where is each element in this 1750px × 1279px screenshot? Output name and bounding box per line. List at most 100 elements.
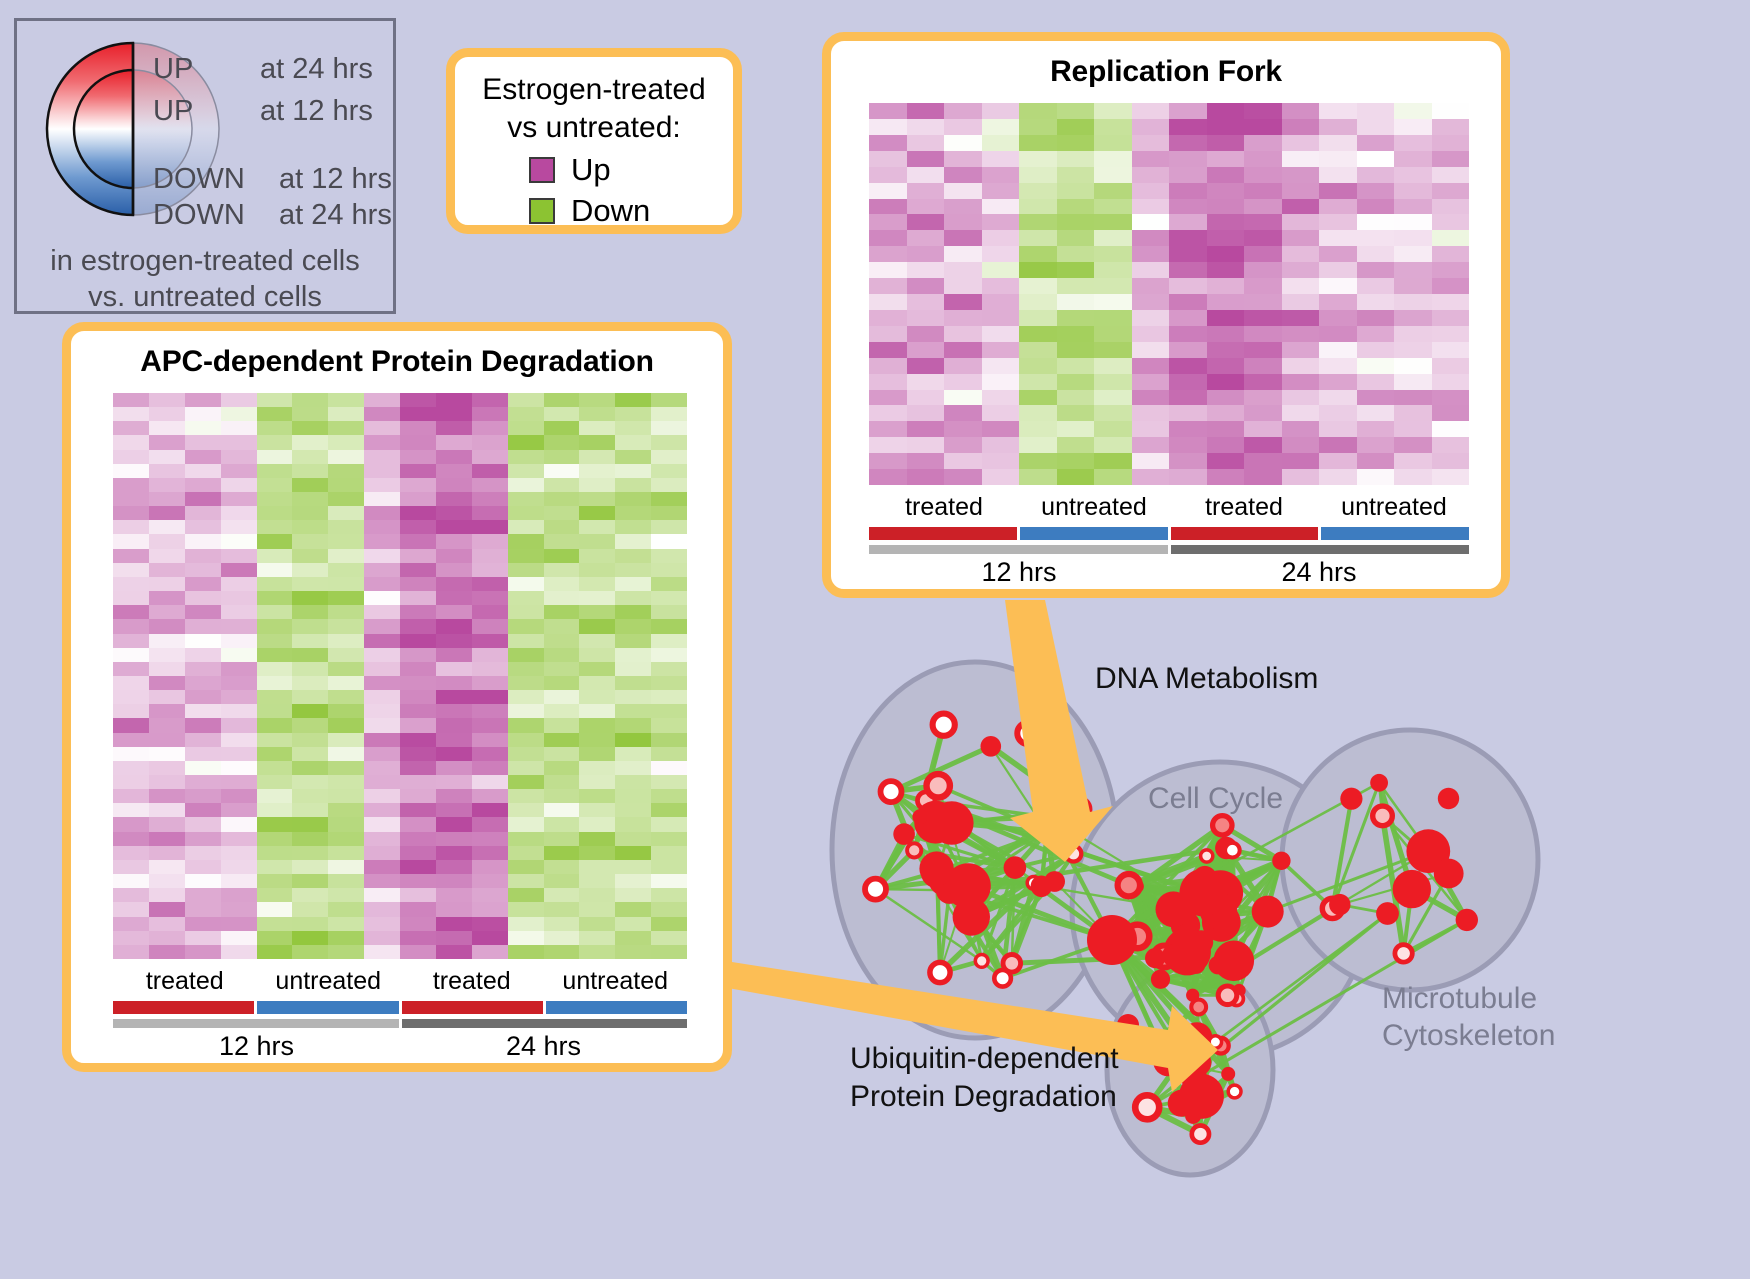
network-node[interactable] bbox=[1162, 944, 1185, 967]
network-node[interactable] bbox=[1114, 870, 1144, 900]
network-node[interactable] bbox=[905, 841, 924, 860]
heatmap-cell bbox=[1169, 405, 1207, 422]
network-node[interactable] bbox=[1208, 955, 1228, 975]
network-node[interactable] bbox=[1087, 915, 1137, 965]
heatmap-cell bbox=[507, 817, 544, 832]
heatmap-cell bbox=[148, 944, 185, 959]
network-node[interactable] bbox=[1455, 908, 1478, 932]
heatmap-cell bbox=[400, 647, 436, 662]
heatmap-cell bbox=[869, 421, 907, 438]
heatmap-cell bbox=[981, 246, 1019, 263]
network-node[interactable] bbox=[1189, 1123, 1212, 1146]
network-node[interactable] bbox=[862, 875, 889, 903]
heatmap-cell bbox=[1319, 437, 1357, 454]
network-node[interactable] bbox=[1437, 787, 1460, 810]
heatmap-cell bbox=[1319, 341, 1357, 358]
network-node[interactable] bbox=[1145, 948, 1166, 969]
heatmap-cell bbox=[148, 576, 185, 592]
network-node[interactable] bbox=[923, 770, 954, 801]
heatmap-cell bbox=[1094, 278, 1132, 294]
heatmap-cell bbox=[1019, 341, 1057, 358]
heatmap-cell bbox=[364, 902, 400, 917]
network-node[interactable] bbox=[1370, 803, 1396, 829]
network-node[interactable] bbox=[980, 736, 1002, 757]
heatmap-cell bbox=[113, 704, 149, 719]
network-node[interactable] bbox=[877, 778, 905, 806]
network-node[interactable] bbox=[1150, 969, 1171, 989]
network-node[interactable] bbox=[1014, 719, 1043, 748]
network-node[interactable] bbox=[1215, 983, 1240, 1008]
network-node[interactable] bbox=[1044, 871, 1065, 892]
heatmap-cell bbox=[1356, 118, 1394, 135]
heatmap-cell bbox=[184, 605, 221, 620]
network-node[interactable] bbox=[973, 952, 990, 970]
heatmap-cell bbox=[148, 859, 185, 875]
heatmap-cell bbox=[113, 845, 149, 860]
heatmap-cell bbox=[944, 437, 982, 454]
network-node[interactable] bbox=[930, 801, 974, 845]
network-node[interactable] bbox=[1226, 1083, 1243, 1100]
network-node[interactable] bbox=[1376, 902, 1399, 925]
network-node[interactable] bbox=[1189, 997, 1209, 1017]
network-node[interactable] bbox=[1209, 812, 1235, 838]
network-node[interactable] bbox=[929, 710, 958, 739]
heatmap-cell bbox=[148, 704, 185, 719]
heatmap-cell bbox=[944, 150, 982, 167]
heatmap-cell bbox=[435, 647, 472, 662]
network-edge bbox=[889, 744, 992, 794]
heatmap-cell bbox=[1431, 150, 1469, 167]
network-node[interactable] bbox=[1181, 1022, 1213, 1054]
network-node[interactable] bbox=[1117, 1014, 1139, 1036]
heatmap-cell bbox=[1169, 373, 1207, 390]
network-node[interactable] bbox=[1036, 805, 1060, 829]
network-node[interactable] bbox=[1063, 843, 1084, 864]
heatmap-cell bbox=[113, 859, 149, 875]
network-node[interactable] bbox=[1370, 773, 1388, 792]
network-node[interactable] bbox=[1340, 787, 1363, 810]
network-node[interactable] bbox=[1065, 795, 1093, 823]
network-node[interactable] bbox=[1178, 1073, 1224, 1119]
network-node[interactable] bbox=[893, 823, 915, 845]
heatmap-cell bbox=[651, 675, 687, 691]
legend-state-up-24: UP bbox=[153, 53, 194, 85]
network-node[interactable] bbox=[1198, 848, 1215, 864]
heatmap-cell bbox=[1244, 421, 1282, 438]
network-node[interactable] bbox=[1392, 869, 1431, 909]
heatmap-cell bbox=[292, 619, 329, 634]
network-node[interactable] bbox=[1179, 868, 1228, 917]
heatmap-cell bbox=[184, 675, 221, 691]
network-node[interactable] bbox=[1223, 840, 1242, 860]
network-node[interactable] bbox=[919, 851, 954, 886]
heatmap-cell bbox=[906, 262, 944, 279]
network-node[interactable] bbox=[992, 967, 1014, 989]
heatmap-cell bbox=[328, 916, 365, 931]
network-node[interactable] bbox=[1153, 1047, 1183, 1077]
heatmap-cell bbox=[292, 746, 329, 761]
network-node[interactable] bbox=[1251, 895, 1284, 928]
network-node[interactable] bbox=[1131, 1091, 1163, 1123]
heatmap-cell bbox=[1431, 421, 1469, 438]
heatmap-cell bbox=[981, 389, 1019, 406]
time-bars-apc bbox=[113, 1019, 687, 1028]
network-node[interactable] bbox=[1329, 893, 1351, 916]
network-node[interactable] bbox=[1207, 1034, 1224, 1050]
network-node[interactable] bbox=[1003, 856, 1027, 879]
heatmap-cell bbox=[1319, 150, 1357, 167]
network-node[interactable] bbox=[1392, 942, 1415, 965]
network-node[interactable] bbox=[1146, 1029, 1167, 1049]
heatmap-cell bbox=[256, 633, 293, 648]
heatmap-cell bbox=[1394, 421, 1432, 438]
heatmap-cell bbox=[1056, 118, 1094, 135]
heatmap-cell bbox=[944, 309, 982, 326]
heatmap-cell bbox=[1169, 309, 1207, 326]
network-node[interactable] bbox=[1272, 851, 1291, 870]
heatmap-cell bbox=[1056, 150, 1094, 167]
heatmap-cell bbox=[220, 902, 257, 917]
heatmap-cell bbox=[651, 647, 687, 662]
network-node[interactable] bbox=[1221, 1066, 1236, 1081]
network-node[interactable] bbox=[912, 809, 928, 825]
heatmap-cell bbox=[471, 633, 508, 648]
heatmap-cell bbox=[1244, 278, 1282, 294]
network-node[interactable] bbox=[1433, 858, 1464, 889]
network-node[interactable] bbox=[927, 959, 953, 986]
